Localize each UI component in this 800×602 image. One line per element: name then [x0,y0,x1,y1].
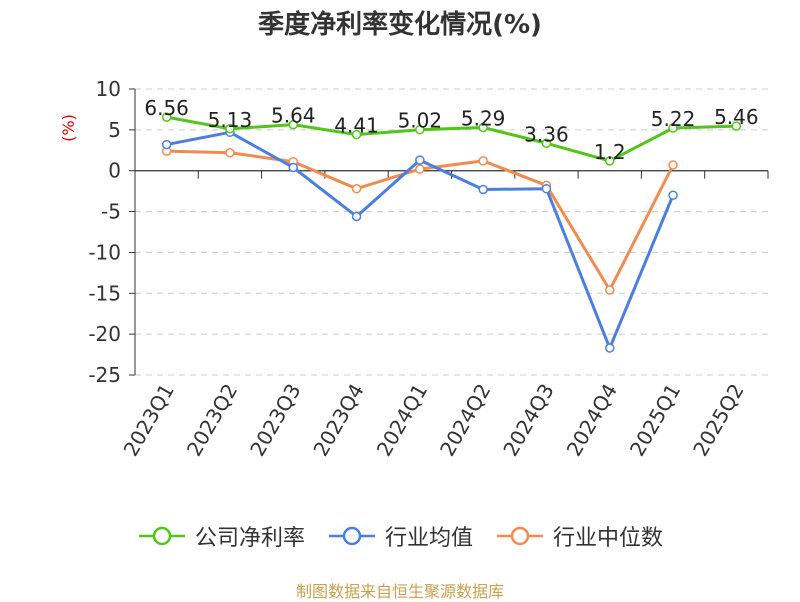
data-point [668,123,678,133]
y-tick-label: 10 [96,77,121,101]
x-tick-label: 2023Q3 [245,380,305,461]
data-point [415,164,425,174]
y-tick-label: 5 [108,118,121,142]
data-point [541,183,552,194]
data-label: 5.02 [398,109,443,133]
legend-label: 行业中位数 [553,526,664,551]
data-point [288,119,298,130]
data-point [478,156,488,166]
data-point [351,211,362,222]
y-axis-label: (%) [59,114,78,142]
data-point [605,285,615,295]
series-layer [161,112,742,353]
data-point [351,129,362,140]
x-tick-label: 2024Q4 [562,380,622,461]
data-label: 5.22 [651,107,696,131]
data-point [288,162,298,173]
data-label-layer: 6.56 5.13 5.64 4.41 5.02 5.29 3.36 1.2 5.22 5.46 [144,96,758,164]
data-point [415,155,425,165]
legend-label: 行业均值 [384,526,473,551]
source-note: 制图数据来自恒生聚源数据库 [295,582,504,601]
series-line [166,115,737,163]
data-point [605,156,615,166]
data-point [225,147,235,158]
legend-marker-icon [328,526,375,546]
data-label: 5.46 [714,105,759,129]
data-point [415,124,425,135]
legend: 公司净利率 行业均值 行业中位数 [0,520,800,552]
x-tick-label: 2024Q1 [372,380,432,461]
data-label: 5.13 [208,108,253,132]
data-point [731,121,742,131]
y-tick-label: -25 [88,363,121,387]
data-label: 6.56 [144,96,189,120]
data-label: 4.41 [334,114,379,138]
data-point [478,122,488,133]
data-label: 5.64 [271,104,316,128]
x-tick-label: 2023Q2 [182,380,242,461]
legend-item[interactable]: 行业中位数 [495,520,663,552]
data-label: 1.2 [594,140,626,164]
y-tick-label: -10 [88,240,121,264]
data-point [478,184,488,195]
data-label: 5.29 [461,106,506,130]
x-tick-label: 2024Q2 [435,380,495,461]
data-point [541,138,552,149]
legend-marker-icon [138,526,185,546]
data-point [161,112,172,122]
y-tick-label: -5 [101,200,121,224]
y-tick-label: -20 [88,322,121,346]
x-tick-label: 2024Q3 [498,380,558,461]
y-tick-label: 0 [108,159,121,183]
x-tick-label: 2023Q1 [119,380,179,461]
x-tick-label: 2025Q2 [688,380,748,461]
data-point [225,124,235,134]
data-point [605,343,615,353]
data-point [668,160,678,170]
chart-title: 季度净利率变化情况(%) [258,10,542,40]
y-tick-label: -15 [88,281,121,305]
legend-label: 公司净利率 [194,526,305,551]
data-label: 3.36 [524,122,569,146]
data-point [351,183,362,194]
x-tick-label: 2023Q4 [308,380,368,461]
data-point [161,139,172,150]
legend-marker-icon [497,526,543,546]
legend-item[interactable]: 行业均值 [327,520,473,552]
x-tick-label: 2025Q1 [625,380,685,461]
legend-item[interactable]: 公司净利率 [137,520,305,552]
data-point [668,190,678,200]
